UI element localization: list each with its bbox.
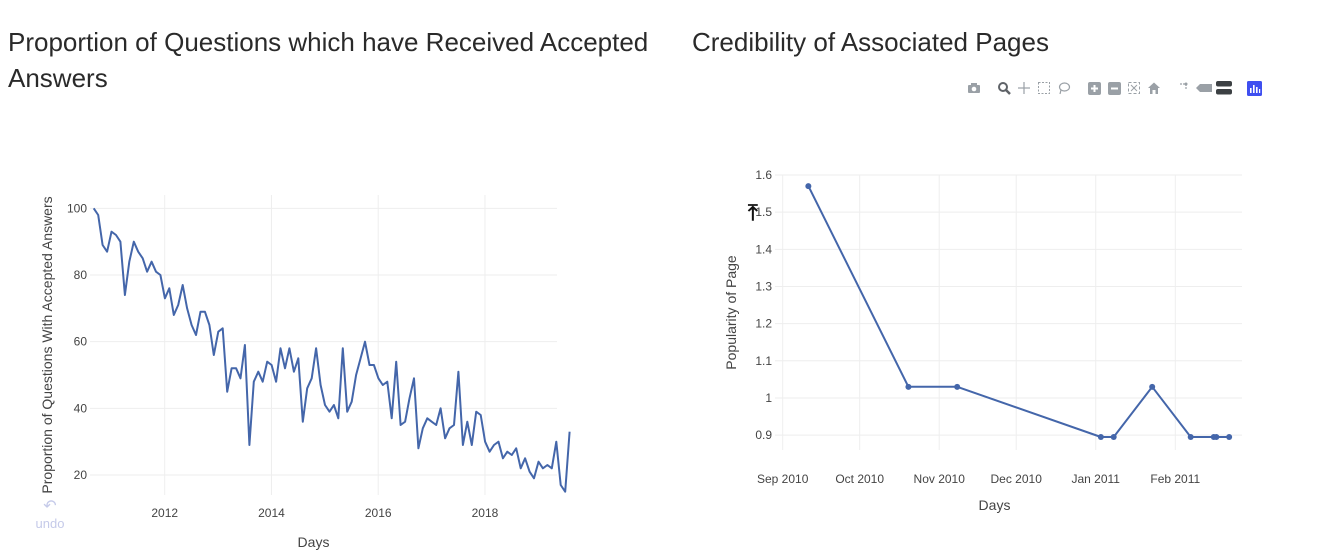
x-tick-label: Jan 2011	[1071, 472, 1120, 486]
x-tick-label: 2012	[151, 506, 178, 520]
modebar	[965, 78, 1263, 98]
data-point	[1226, 433, 1233, 440]
y-tick-label: 1	[765, 391, 772, 405]
y-tick-label: 100	[67, 201, 87, 215]
y-tick-label: 1.4	[755, 242, 772, 256]
x-tick-label: Nov 2010	[914, 472, 966, 486]
data-point	[1110, 433, 1117, 440]
pan-icon[interactable]	[1015, 79, 1033, 97]
y-tick-label: 1.2	[755, 317, 772, 331]
data-point	[1187, 433, 1194, 440]
left-chart-title: Proportion of Questions which have Recei…	[8, 27, 649, 93]
y-tick-label: 0.9	[755, 428, 772, 442]
hover-closest-icon[interactable]	[1195, 79, 1213, 97]
data-point	[905, 383, 912, 390]
y-tick-label: 60	[74, 335, 88, 349]
box-select-icon[interactable]	[1035, 79, 1053, 97]
x-tick-label: Feb 2011	[1150, 472, 1200, 486]
series-line	[807, 185, 1230, 438]
x-tick-label: Oct 2010	[835, 472, 884, 486]
pan-cursor-icon: ⤒	[748, 200, 758, 225]
lasso-icon[interactable]	[1055, 79, 1073, 97]
x-tick-label: 2016	[365, 506, 392, 520]
y-tick-label: 1.3	[755, 279, 772, 293]
series-line	[92, 207, 571, 493]
y-tick-label: 1.5	[755, 205, 772, 219]
data-point	[1213, 433, 1220, 440]
y-tick-label: 80	[74, 268, 88, 282]
y-axis-label: Proportion of Questions With Accepted An…	[39, 196, 55, 493]
x-tick-label: Sep 2010	[757, 472, 809, 486]
zoom-in-icon[interactable]	[1085, 79, 1103, 97]
spike-lines-icon[interactable]	[1175, 79, 1193, 97]
x-tick-label: Dec 2010	[991, 472, 1043, 486]
x-tick-label: 2018	[472, 506, 499, 520]
x-axis-label: Days	[298, 534, 330, 550]
x-axis-label: Days	[979, 497, 1011, 513]
hover-compare-icon[interactable]	[1215, 79, 1233, 97]
accepted-answers-chart[interactable]: 20 40 60 80 100 2012 2014 2016 2018 Days Proportio…	[0, 150, 680, 550]
data-point	[954, 383, 961, 390]
x-tick-label: 2014	[258, 506, 285, 520]
data-point	[1097, 433, 1104, 440]
y-tick-label: 40	[74, 401, 88, 415]
zoom-out-icon[interactable]	[1105, 79, 1123, 97]
undo-label: undo	[35, 516, 65, 531]
y-tick-label: 20	[74, 468, 88, 482]
data-point	[805, 183, 812, 190]
undo-icon: ↶	[43, 498, 57, 515]
reset-axes-icon[interactable]	[1145, 79, 1163, 97]
autoscale-icon[interactable]	[1125, 79, 1143, 97]
undo-button[interactable]: ↶ undo	[30, 498, 70, 531]
plotly-logo-icon[interactable]	[1245, 79, 1263, 97]
page-popularity-chart[interactable]: 0.9 1 1.1 1.2 1.3 1.4 1.5 1.6 Sep 2010 Oct 2010 No…	[680, 150, 1335, 550]
y-tick-label: 1.6	[755, 168, 772, 182]
right-chart-title: Credibility of Associated Pages	[692, 27, 1049, 57]
y-tick-label: 1.1	[755, 354, 772, 368]
camera-icon[interactable]	[965, 79, 983, 97]
zoom-icon[interactable]	[995, 79, 1013, 97]
data-point	[1149, 383, 1156, 390]
y-axis-label: Popularity of Page	[723, 255, 739, 370]
